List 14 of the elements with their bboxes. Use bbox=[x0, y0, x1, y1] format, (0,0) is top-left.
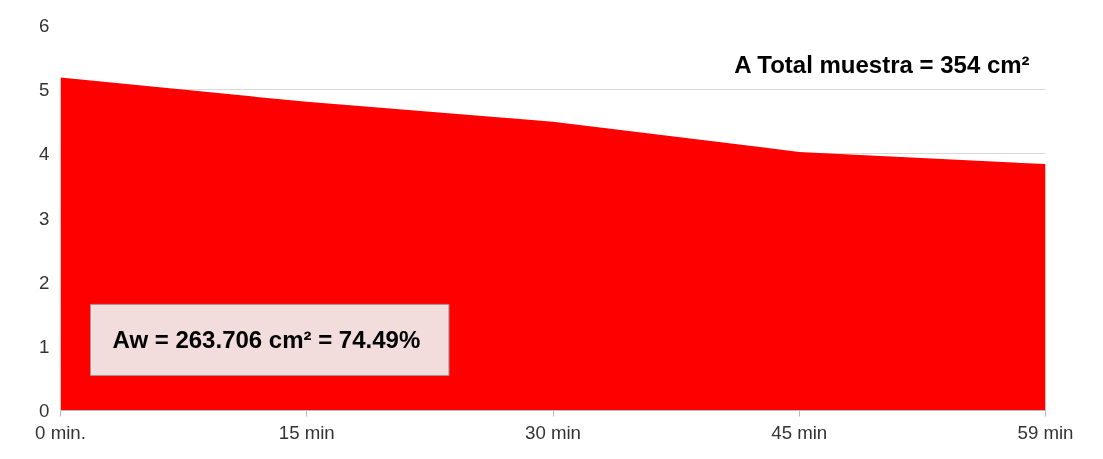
y-tick-label: 3 bbox=[39, 207, 50, 229]
x-tick-label: 30 min bbox=[525, 421, 581, 443]
y-tick-label: 6 bbox=[39, 15, 50, 36]
y-tick-label: 0 bbox=[39, 400, 50, 421]
x-tick-label: 59 min bbox=[1017, 421, 1074, 443]
x-tick-label: 15 min bbox=[278, 421, 335, 443]
annotation: Aw = 263.706 cm² = 74.49% bbox=[112, 326, 421, 354]
y-tick-label: 2 bbox=[39, 271, 50, 293]
y-tick-label: 5 bbox=[39, 79, 50, 101]
x-tick-label: 45 min bbox=[771, 421, 828, 443]
y-tick-label: 1 bbox=[39, 335, 50, 357]
annotation: A Total muestra = 354 cm² bbox=[734, 50, 1030, 78]
y-tick-label: 4 bbox=[39, 143, 50, 165]
x-tick-label: 0 min. bbox=[35, 421, 86, 443]
